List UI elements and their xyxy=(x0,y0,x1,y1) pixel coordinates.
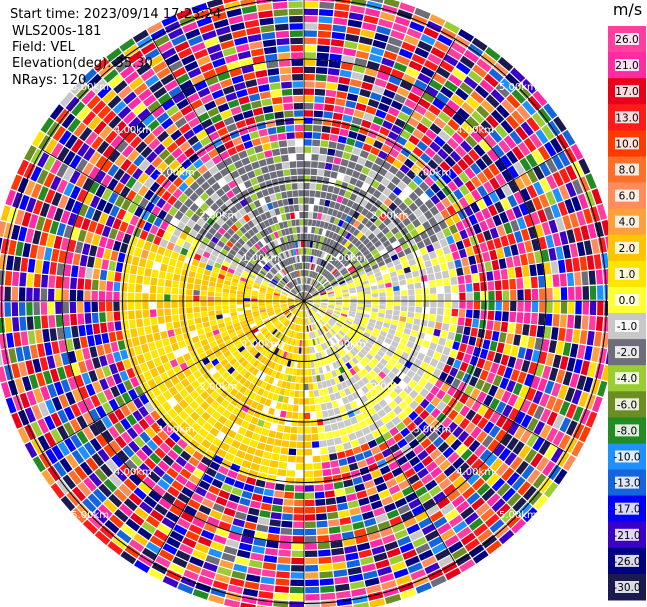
colorbar-tick-label: -6.0 xyxy=(617,399,638,411)
velocity-gate-group xyxy=(5,2,593,606)
colorbar-tick-bg xyxy=(615,372,639,385)
colorbar-tick-bg xyxy=(615,33,639,45)
colorbar-tick-label: 6.0 xyxy=(619,191,636,203)
colorbar-tick-bg xyxy=(615,346,639,359)
colorbar-tick-bg xyxy=(615,163,639,176)
colorbar-tick-bg xyxy=(615,189,639,202)
range-ring-label: 4.00km xyxy=(456,467,494,478)
colorbar-tick-label: 8.0 xyxy=(619,165,636,177)
colorbar-tick-label: 10.0 xyxy=(615,138,638,150)
colorbar-tick-label: 26.0 xyxy=(615,34,638,46)
colorbar-tick-label: 2.0 xyxy=(619,243,636,255)
azimuth-line xyxy=(303,149,567,302)
field-label: Field: VEL xyxy=(12,40,75,55)
colorbar-tick-label: -8.0 xyxy=(617,425,638,437)
range-ring-label: 4.00km xyxy=(114,125,152,136)
colorbar-tick-label: 17.0 xyxy=(615,86,638,98)
velocity-gate-group xyxy=(11,0,608,607)
colorbar-tick-bg xyxy=(615,398,639,411)
colorbar-tick-label: -10.0 xyxy=(613,452,640,464)
colorbar-tick-bg xyxy=(615,476,639,489)
range-ring-label: 3.00km xyxy=(157,424,195,435)
colorbar-tick-bg xyxy=(615,59,639,72)
colorbar-tick-bg xyxy=(615,241,639,254)
range-ring-label: 5.00km xyxy=(499,82,537,93)
range-ring-label: 3.00km xyxy=(413,168,451,179)
colorbar-tick-label: 0.0 xyxy=(619,295,636,307)
ppi-plot: 1.00km 1.00km 1.00km 1.00km 2.00km 2.00km 2.00… xyxy=(0,0,608,607)
colorbar: 26.0 21.0 17.0 13.0 10.0 8.0 6.0 4.0 2.0 1.0 0.0 -1… xyxy=(608,26,646,601)
colorbar-tick-bg xyxy=(615,85,639,98)
azimuth-line xyxy=(152,300,305,564)
colorbar-tick-bg xyxy=(615,215,639,228)
velocity-gate-group xyxy=(0,0,589,588)
colorbar-tick-label: -2.0 xyxy=(617,347,638,359)
colorbar-tick-bg xyxy=(615,424,639,437)
range-ring-label: 2.00km xyxy=(199,382,237,393)
colorbar-tick-label: -26.0 xyxy=(613,556,640,568)
colorbar-tick-label: 1.0 xyxy=(619,269,636,281)
elevation-label: Elevation(deg): 35.30 xyxy=(12,56,153,71)
colorbar-tick-bg xyxy=(615,528,639,541)
range-ring-label: 3.00km xyxy=(157,168,195,179)
colorbar-tick-bg xyxy=(615,111,639,124)
range-ring-label: 2.00km xyxy=(371,210,409,221)
azimuth-lines xyxy=(1,0,607,604)
range-ring-label: 1.00km xyxy=(328,339,366,350)
colorbar-tick-bg xyxy=(615,581,639,593)
range-ring-label: 5.00km xyxy=(71,82,109,93)
colorbar-tick-bg xyxy=(615,502,639,515)
velocity-gate-group xyxy=(0,23,565,607)
azimuth-line xyxy=(303,300,567,453)
colorbar-tick-bg xyxy=(615,267,639,280)
azimuth-line xyxy=(41,149,305,302)
range-ring-label: 1.00km xyxy=(242,253,280,264)
range-ring-label: 4.00km xyxy=(456,125,494,136)
range-ring-label: 2.00km xyxy=(199,210,237,221)
colorbar-tick-bg xyxy=(615,320,639,332)
range-ring-label: 1.00km xyxy=(242,339,280,350)
azimuth-line xyxy=(152,38,305,302)
range-ring-label: 1.00km xyxy=(328,253,366,264)
colorbar-tick-label: -17.0 xyxy=(613,504,640,516)
nrays-label: NRays: 120 xyxy=(12,73,87,88)
colorbar-tick-bg xyxy=(615,137,639,150)
azimuth-line xyxy=(41,300,305,453)
colorbar-unit: m/s xyxy=(612,0,643,19)
instrument-label: WLS200s-181 xyxy=(12,24,102,39)
colorbar-tick-label: -13.0 xyxy=(613,478,640,490)
colorbar-tick-label: 4.0 xyxy=(619,217,636,229)
azimuth-line xyxy=(303,38,456,302)
range-ring-label: 5.00km xyxy=(499,510,537,521)
colorbar-tick-label: -1.0 xyxy=(617,321,638,333)
colorbar-tick-label: -4.0 xyxy=(617,373,638,385)
start-time-label: Start time: 2023/09/14 17:23:24 xyxy=(10,7,222,22)
colorbar-tick-label: 21.0 xyxy=(615,60,638,72)
azimuth-line xyxy=(303,300,456,564)
colorbar-tick-label: 13.0 xyxy=(615,112,638,124)
range-ring-label: 3.00km xyxy=(413,424,451,435)
colorbar-tick-bg xyxy=(615,294,639,306)
colorbar-tick-bg xyxy=(615,554,639,567)
colorbar-tick-bg xyxy=(615,450,639,463)
range-ring-label: 5.00km xyxy=(71,510,109,521)
colorbar-tick-label: -30.0 xyxy=(613,582,640,594)
range-ring-label: 4.00km xyxy=(114,467,152,478)
velocity-gate-group xyxy=(0,2,608,607)
range-ring-label: 2.00km xyxy=(371,382,409,393)
colorbar-tick-label: -21.0 xyxy=(613,530,640,542)
range-ring-labels: 1.00km 1.00km 1.00km 1.00km 2.00km 2.00km 2.00… xyxy=(71,82,537,521)
